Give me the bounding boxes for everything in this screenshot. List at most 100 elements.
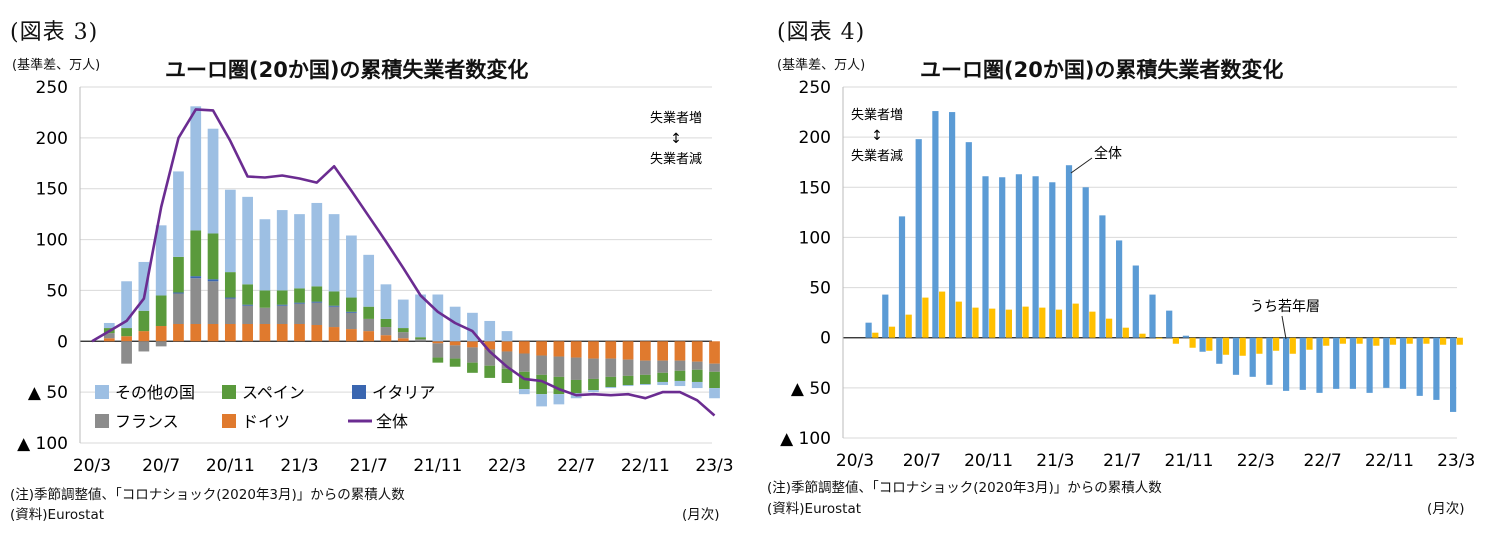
france-bar bbox=[467, 347, 478, 363]
total-bar bbox=[1416, 337, 1423, 396]
germany-bar bbox=[328, 327, 340, 342]
germany-bar bbox=[311, 325, 323, 342]
total-bar bbox=[1283, 337, 1290, 391]
total-bar bbox=[982, 176, 989, 338]
total-bar bbox=[1249, 337, 1256, 377]
other-countries-bar bbox=[674, 380, 686, 387]
italy-bar bbox=[242, 304, 253, 306]
france-bar bbox=[363, 318, 375, 332]
spain-bar bbox=[622, 375, 634, 386]
annotation-decrease: 失業者減 bbox=[650, 151, 702, 167]
france-bar bbox=[484, 349, 496, 366]
germany-bar bbox=[691, 341, 703, 362]
youth-bar bbox=[1206, 337, 1213, 351]
france-bar bbox=[328, 306, 340, 328]
other-countries-bar bbox=[657, 381, 669, 386]
germany-bar bbox=[294, 323, 305, 342]
italy-bar bbox=[224, 297, 236, 299]
total-bar bbox=[1082, 187, 1089, 338]
total-bar bbox=[1049, 182, 1056, 338]
youth-bar bbox=[1239, 337, 1246, 356]
x-tick-label: 21/11 bbox=[1165, 451, 1214, 471]
france-bar bbox=[553, 356, 565, 377]
youth-bar bbox=[1072, 303, 1079, 338]
france-bar bbox=[242, 305, 253, 324]
france-bar bbox=[155, 341, 167, 347]
legend-france-swatch bbox=[95, 414, 109, 428]
legend-spain-label: スペイン bbox=[242, 383, 305, 402]
total-bar bbox=[1266, 337, 1273, 385]
france-bar bbox=[276, 305, 288, 324]
other-countries-bar bbox=[294, 214, 305, 289]
youth-bar bbox=[1423, 337, 1430, 344]
france-bar bbox=[709, 363, 720, 372]
other-countries-bar bbox=[536, 394, 547, 407]
youth-bar bbox=[972, 307, 979, 338]
y-tick-label: 0 bbox=[820, 329, 831, 349]
youth-bar bbox=[1055, 309, 1063, 338]
other-countries-bar bbox=[121, 281, 132, 329]
italy-bar bbox=[207, 279, 219, 282]
total-bar bbox=[1015, 174, 1022, 338]
x-tick-label: 22/11 bbox=[621, 456, 670, 476]
total-bar bbox=[1065, 165, 1073, 338]
total-bar bbox=[1399, 337, 1407, 389]
germany-bar bbox=[224, 323, 236, 342]
y-tick-label: 50 bbox=[46, 281, 68, 301]
youth-bar bbox=[1005, 309, 1012, 338]
france-bar bbox=[605, 358, 617, 377]
total-bar bbox=[1099, 215, 1106, 338]
other-countries-bar bbox=[328, 214, 340, 292]
germany-bar bbox=[259, 323, 271, 342]
x-tick-label: 21/11 bbox=[413, 456, 462, 476]
france-bar bbox=[224, 298, 236, 324]
x-tick-label: 22/11 bbox=[1365, 451, 1414, 471]
other-countries-bar bbox=[346, 235, 357, 298]
france-bar bbox=[639, 360, 651, 375]
youth-bar bbox=[1022, 306, 1029, 338]
total-bar bbox=[1349, 337, 1356, 389]
total-bar bbox=[1199, 337, 1206, 352]
other-countries-bar bbox=[190, 106, 202, 231]
x-tick-label: 22/7 bbox=[1304, 451, 1342, 471]
spain-bar bbox=[155, 295, 167, 327]
france-bar bbox=[518, 353, 530, 372]
legend-italy-label: イタリア bbox=[372, 383, 435, 402]
total-bar bbox=[1232, 337, 1240, 375]
total-bar bbox=[1182, 335, 1189, 338]
spain-bar bbox=[415, 337, 426, 340]
legend-italy-swatch bbox=[352, 385, 366, 399]
total-line bbox=[91, 108, 716, 417]
other-countries-bar bbox=[363, 254, 375, 307]
youth-bar bbox=[1289, 337, 1296, 354]
spain-bar bbox=[553, 376, 565, 395]
spain-bar bbox=[501, 368, 513, 383]
germany-bar bbox=[432, 341, 444, 344]
italy-bar bbox=[173, 292, 184, 294]
spain-bar bbox=[190, 230, 202, 277]
other-countries-bar bbox=[484, 320, 496, 342]
germany-bar bbox=[103, 338, 115, 342]
spain-bar bbox=[207, 233, 219, 280]
total-bar bbox=[932, 111, 939, 338]
other-countries-bar bbox=[415, 294, 426, 338]
youth-bar bbox=[1122, 327, 1129, 338]
x-tick-label: 22/7 bbox=[557, 456, 595, 476]
youth-bar bbox=[1222, 337, 1230, 355]
spain-bar bbox=[674, 370, 686, 381]
spain-bar bbox=[328, 291, 340, 306]
other-countries-bar bbox=[432, 294, 444, 342]
legend-other-countries-swatch bbox=[95, 385, 109, 399]
youth-bar bbox=[1440, 337, 1447, 345]
y-tick-label: 150 bbox=[799, 178, 831, 198]
source-note: (資料)Eurostat bbox=[767, 501, 862, 517]
other-countries-bar bbox=[242, 196, 253, 285]
spain-bar bbox=[657, 372, 669, 382]
germany-bar bbox=[588, 341, 599, 359]
spain-bar bbox=[311, 286, 323, 302]
annotation-decrease: 失業者減 bbox=[851, 148, 903, 164]
france-bar bbox=[570, 357, 582, 380]
y-tick-label: 200 bbox=[799, 128, 831, 148]
france-bar bbox=[397, 332, 409, 339]
